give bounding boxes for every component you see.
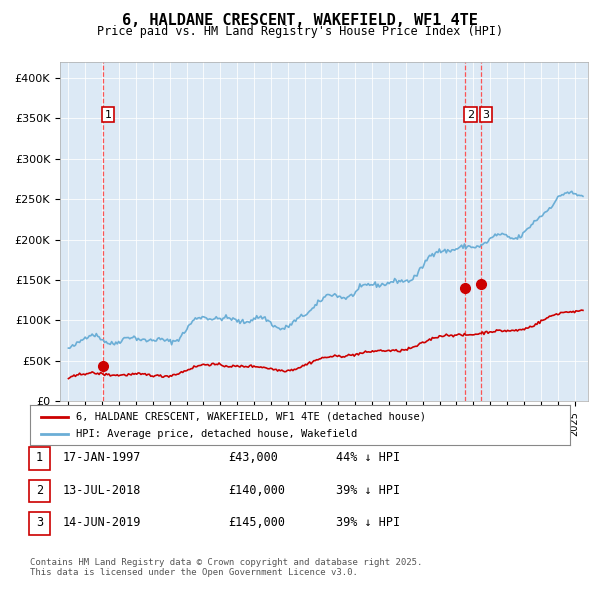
Text: 44% ↓ HPI: 44% ↓ HPI	[336, 451, 400, 464]
Text: 17-JAN-1997: 17-JAN-1997	[63, 451, 142, 464]
Text: £43,000: £43,000	[228, 451, 278, 464]
Text: HPI: Average price, detached house, Wakefield: HPI: Average price, detached house, Wake…	[76, 429, 357, 439]
Text: 1: 1	[36, 451, 43, 464]
Text: 39% ↓ HPI: 39% ↓ HPI	[336, 516, 400, 529]
Text: 6, HALDANE CRESCENT, WAKEFIELD, WF1 4TE (detached house): 6, HALDANE CRESCENT, WAKEFIELD, WF1 4TE …	[76, 412, 426, 422]
Text: £140,000: £140,000	[228, 484, 285, 497]
Text: 6, HALDANE CRESCENT, WAKEFIELD, WF1 4TE: 6, HALDANE CRESCENT, WAKEFIELD, WF1 4TE	[122, 13, 478, 28]
Text: Contains HM Land Registry data © Crown copyright and database right 2025.
This d: Contains HM Land Registry data © Crown c…	[30, 558, 422, 577]
Text: 3: 3	[482, 110, 490, 120]
Text: 39% ↓ HPI: 39% ↓ HPI	[336, 484, 400, 497]
Text: 1: 1	[104, 110, 112, 120]
Text: 3: 3	[36, 516, 43, 529]
Text: 14-JUN-2019: 14-JUN-2019	[63, 516, 142, 529]
Text: Price paid vs. HM Land Registry's House Price Index (HPI): Price paid vs. HM Land Registry's House …	[97, 25, 503, 38]
Text: £145,000: £145,000	[228, 516, 285, 529]
Text: 2: 2	[467, 110, 474, 120]
Text: 13-JUL-2018: 13-JUL-2018	[63, 484, 142, 497]
Text: 2: 2	[36, 484, 43, 497]
